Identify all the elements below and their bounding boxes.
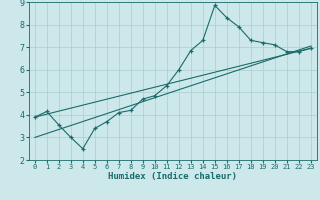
X-axis label: Humidex (Indice chaleur): Humidex (Indice chaleur) [108, 172, 237, 181]
